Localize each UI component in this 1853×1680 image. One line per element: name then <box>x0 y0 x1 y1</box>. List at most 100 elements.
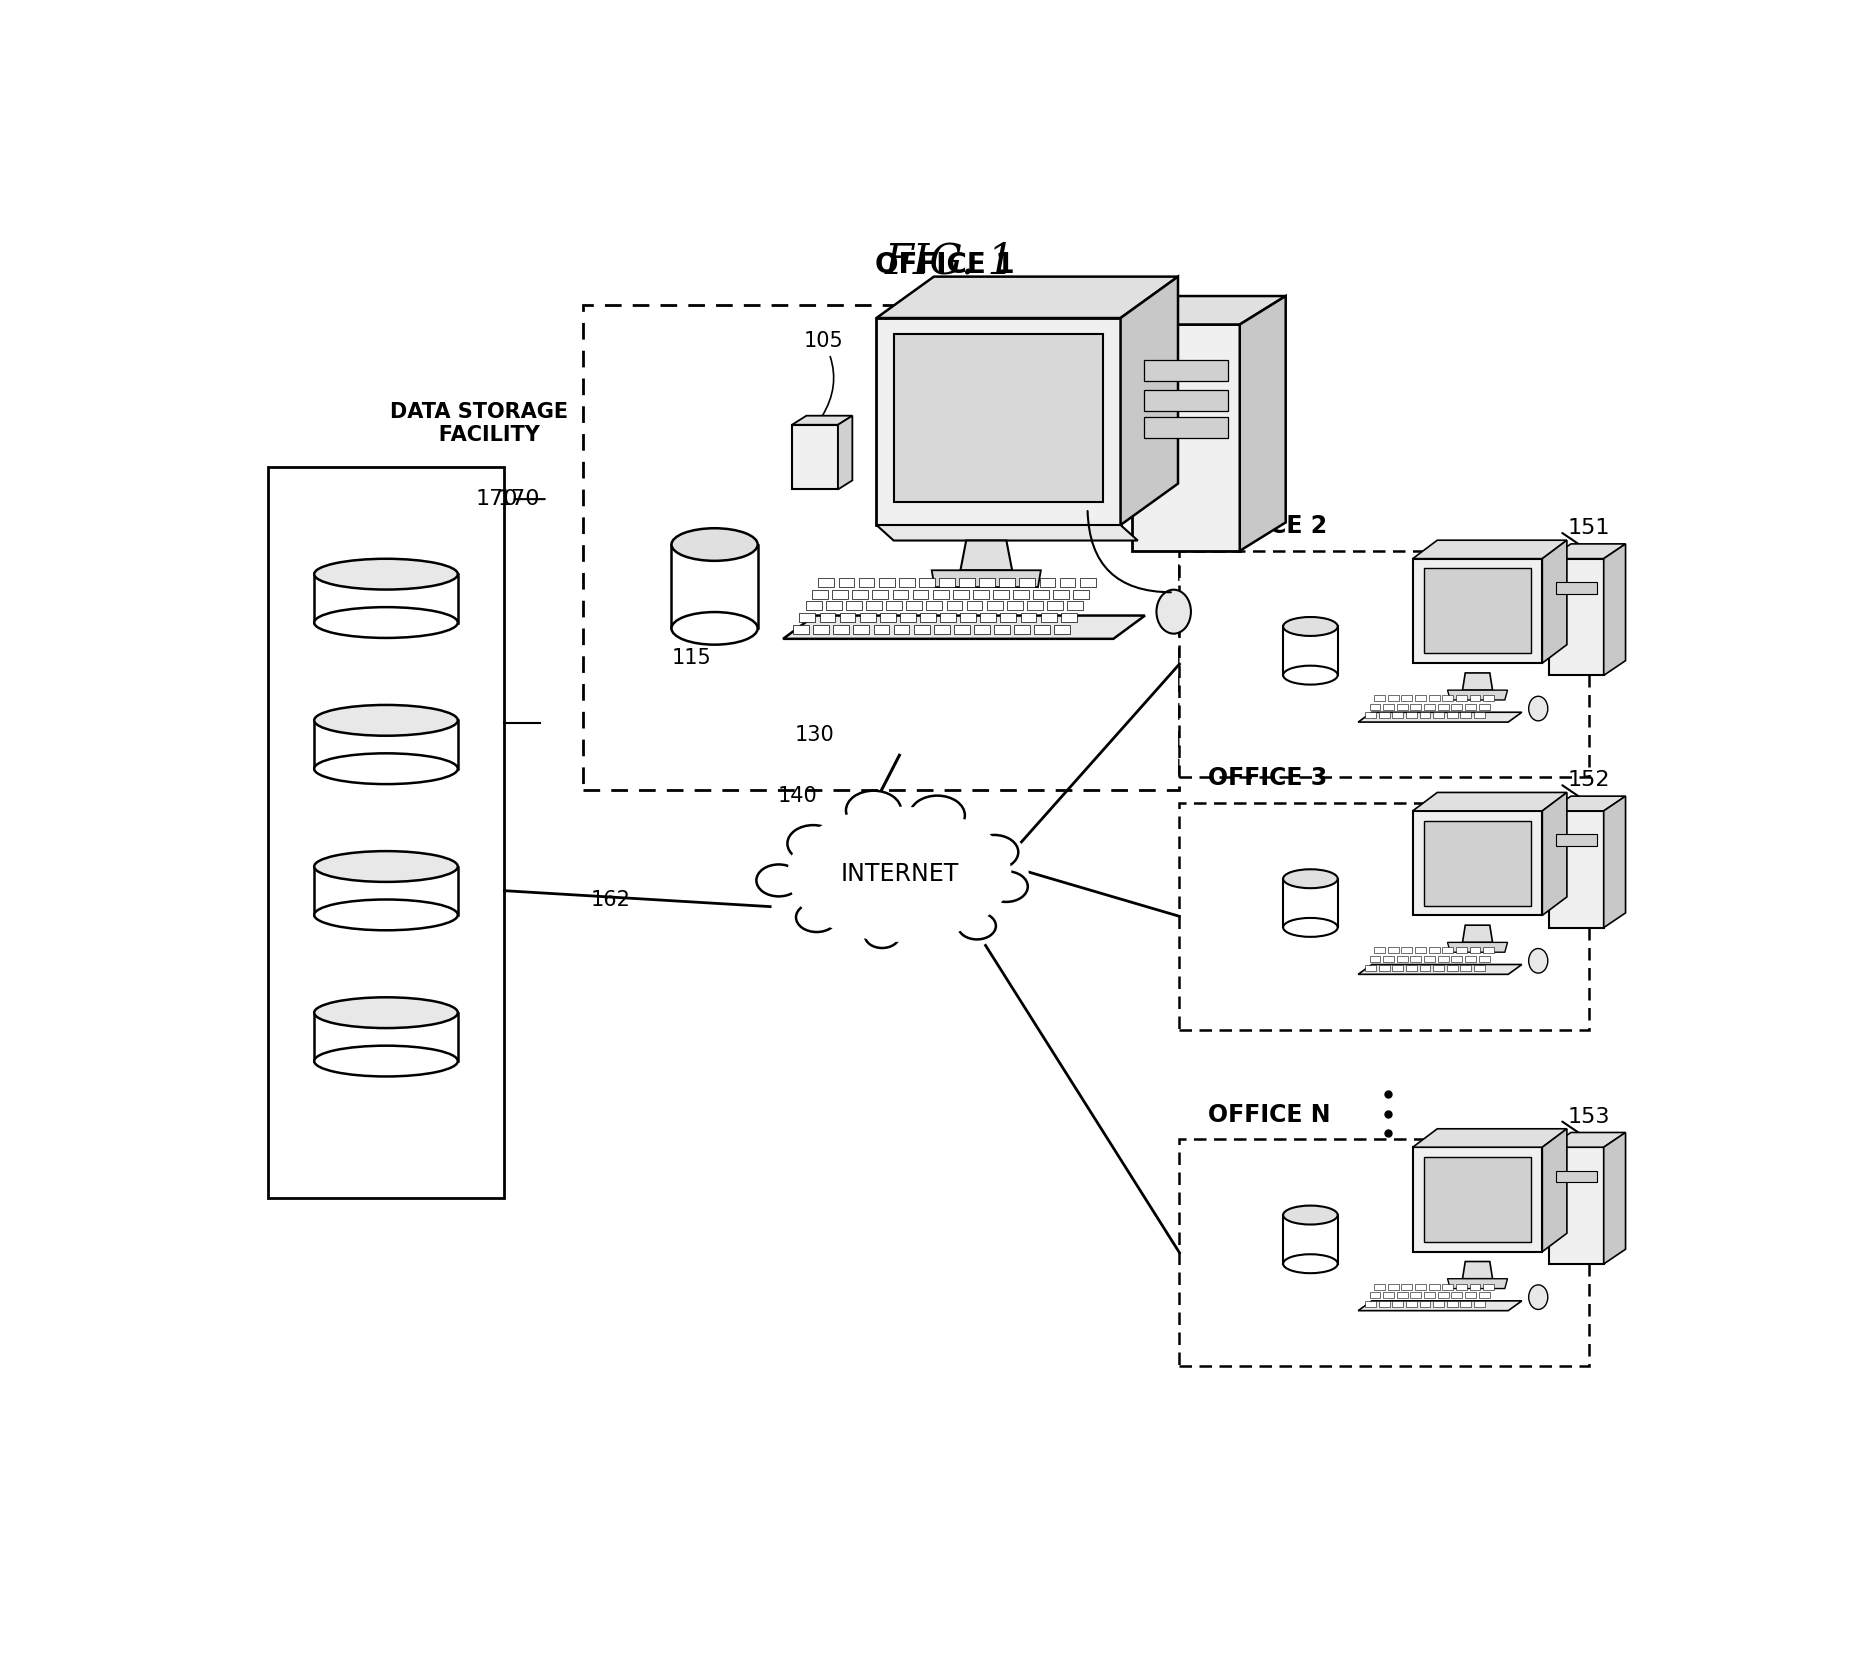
Polygon shape <box>1379 1300 1390 1307</box>
Polygon shape <box>1429 696 1440 701</box>
Polygon shape <box>1475 964 1484 971</box>
Polygon shape <box>876 318 1121 524</box>
Polygon shape <box>1432 1300 1443 1307</box>
Polygon shape <box>860 613 876 622</box>
Polygon shape <box>901 613 915 622</box>
Ellipse shape <box>910 796 965 835</box>
Polygon shape <box>1379 712 1390 719</box>
Polygon shape <box>847 601 862 610</box>
Polygon shape <box>1419 1300 1431 1307</box>
Polygon shape <box>1366 712 1377 719</box>
Polygon shape <box>1369 956 1380 963</box>
Polygon shape <box>1406 1300 1418 1307</box>
Ellipse shape <box>788 825 839 862</box>
Polygon shape <box>865 601 882 610</box>
Polygon shape <box>1438 956 1449 963</box>
Polygon shape <box>1423 822 1531 906</box>
Ellipse shape <box>1529 1285 1547 1309</box>
Polygon shape <box>1429 948 1440 954</box>
Polygon shape <box>799 613 815 622</box>
Polygon shape <box>995 625 1010 633</box>
Polygon shape <box>978 578 995 586</box>
Polygon shape <box>1375 1284 1384 1290</box>
Text: 151: 151 <box>1568 517 1610 538</box>
Polygon shape <box>1397 1292 1408 1299</box>
Polygon shape <box>1425 704 1434 709</box>
Polygon shape <box>1442 696 1453 701</box>
Polygon shape <box>876 277 1179 318</box>
Polygon shape <box>1401 948 1412 954</box>
Ellipse shape <box>865 924 899 948</box>
Ellipse shape <box>1156 590 1191 633</box>
Polygon shape <box>1416 1284 1427 1290</box>
Polygon shape <box>1358 712 1521 722</box>
Polygon shape <box>832 590 849 598</box>
Ellipse shape <box>788 806 1012 942</box>
Polygon shape <box>1406 712 1418 719</box>
Polygon shape <box>952 590 969 598</box>
Polygon shape <box>838 415 852 489</box>
Polygon shape <box>1447 1300 1458 1307</box>
Polygon shape <box>1549 544 1625 559</box>
Polygon shape <box>1040 578 1056 586</box>
Polygon shape <box>947 601 962 610</box>
FancyBboxPatch shape <box>584 306 1179 790</box>
Polygon shape <box>819 613 836 622</box>
Polygon shape <box>1469 948 1481 954</box>
Polygon shape <box>993 590 1008 598</box>
Polygon shape <box>1425 1292 1434 1299</box>
Polygon shape <box>813 625 828 633</box>
Polygon shape <box>1456 1284 1468 1290</box>
Ellipse shape <box>671 528 758 561</box>
Polygon shape <box>1412 811 1542 916</box>
Polygon shape <box>1423 568 1531 654</box>
Polygon shape <box>1479 704 1490 709</box>
Polygon shape <box>1067 601 1082 610</box>
Polygon shape <box>960 541 1012 570</box>
Ellipse shape <box>1282 617 1338 637</box>
Ellipse shape <box>797 902 838 932</box>
Text: OFFICE N: OFFICE N <box>1208 1102 1330 1127</box>
Polygon shape <box>854 625 869 633</box>
Polygon shape <box>1451 956 1462 963</box>
Polygon shape <box>1034 625 1051 633</box>
Polygon shape <box>1482 696 1494 701</box>
Polygon shape <box>1549 796 1625 811</box>
Polygon shape <box>1027 601 1043 610</box>
Polygon shape <box>1469 1284 1481 1290</box>
Polygon shape <box>1369 1292 1380 1299</box>
Polygon shape <box>1412 1147 1542 1252</box>
Polygon shape <box>880 613 895 622</box>
Polygon shape <box>1392 964 1403 971</box>
Polygon shape <box>1460 964 1471 971</box>
Polygon shape <box>921 613 936 622</box>
Polygon shape <box>1419 712 1431 719</box>
Polygon shape <box>1456 948 1468 954</box>
Polygon shape <box>1542 541 1568 664</box>
Polygon shape <box>671 544 758 628</box>
Polygon shape <box>893 334 1103 502</box>
Polygon shape <box>954 625 969 633</box>
Polygon shape <box>1406 964 1418 971</box>
Polygon shape <box>1379 964 1390 971</box>
Polygon shape <box>1143 361 1229 381</box>
Polygon shape <box>1382 1292 1393 1299</box>
Polygon shape <box>1041 613 1056 622</box>
Polygon shape <box>1462 1262 1492 1278</box>
Ellipse shape <box>315 559 458 590</box>
Polygon shape <box>973 590 990 598</box>
Polygon shape <box>839 578 854 586</box>
Polygon shape <box>1456 696 1468 701</box>
Polygon shape <box>1549 1132 1625 1147</box>
Polygon shape <box>315 867 458 916</box>
Polygon shape <box>315 1013 458 1062</box>
Polygon shape <box>1542 793 1568 916</box>
Ellipse shape <box>771 795 1028 954</box>
Polygon shape <box>1432 964 1443 971</box>
Text: 140: 140 <box>778 786 817 806</box>
Polygon shape <box>1438 1292 1449 1299</box>
Polygon shape <box>1423 1158 1531 1242</box>
Polygon shape <box>873 590 888 598</box>
Polygon shape <box>1447 712 1458 719</box>
Ellipse shape <box>315 1045 458 1077</box>
